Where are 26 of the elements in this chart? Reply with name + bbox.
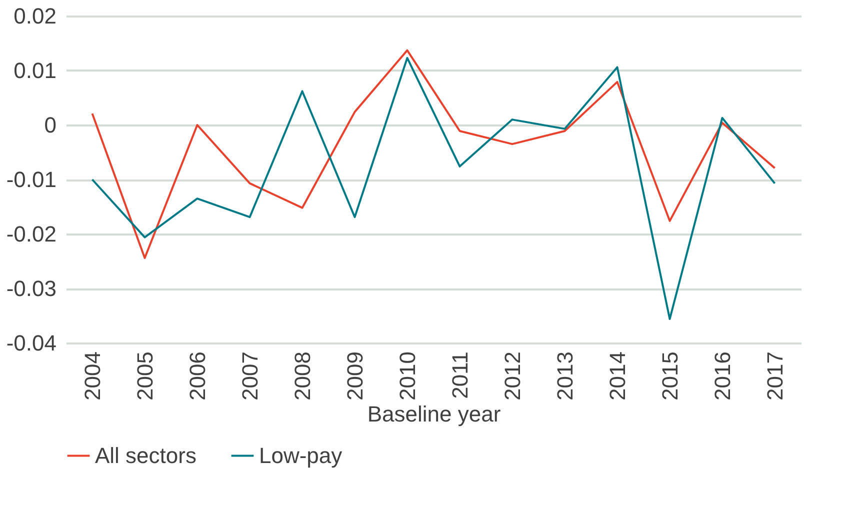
line-series bbox=[91, 49, 776, 259]
y-tick-label: -0.03 bbox=[6, 276, 56, 301]
legend-label: Low-pay bbox=[259, 442, 342, 468]
x-axis-title: Baseline year bbox=[367, 401, 501, 426]
y-tick-label: -0.02 bbox=[6, 222, 56, 246]
y-tick-label: 0 bbox=[44, 112, 56, 138]
y-tick-label: 0.02 bbox=[14, 4, 56, 28]
x-tick-label: 2014 bbox=[604, 352, 630, 400]
x-tick-label: 2010 bbox=[394, 352, 420, 400]
x-tick-label: 2016 bbox=[710, 352, 735, 400]
y-tick-label: 0.01 bbox=[14, 58, 56, 83]
x-tick-label: 2017 bbox=[762, 352, 788, 400]
x-tick-label: 2012 bbox=[500, 352, 525, 400]
x-tick-label: 2004 bbox=[80, 352, 105, 400]
x-tick-label: 2008 bbox=[290, 352, 315, 400]
x-tick-label: 2013 bbox=[552, 352, 578, 400]
x-tick-label: 2007 bbox=[237, 352, 262, 400]
x-tick-label: 2011 bbox=[447, 352, 472, 399]
line-series bbox=[91, 56, 776, 320]
y-tick-label: -0.04 bbox=[6, 330, 56, 356]
x-tick-label: 2015 bbox=[657, 352, 682, 400]
x-tick-label: 2005 bbox=[132, 352, 158, 400]
x-tick-label: 2006 bbox=[184, 352, 210, 400]
x-tick-label: 2009 bbox=[342, 352, 368, 400]
legend-label: All sectors bbox=[95, 442, 196, 468]
y-tick-label: -0.01 bbox=[6, 167, 56, 192]
